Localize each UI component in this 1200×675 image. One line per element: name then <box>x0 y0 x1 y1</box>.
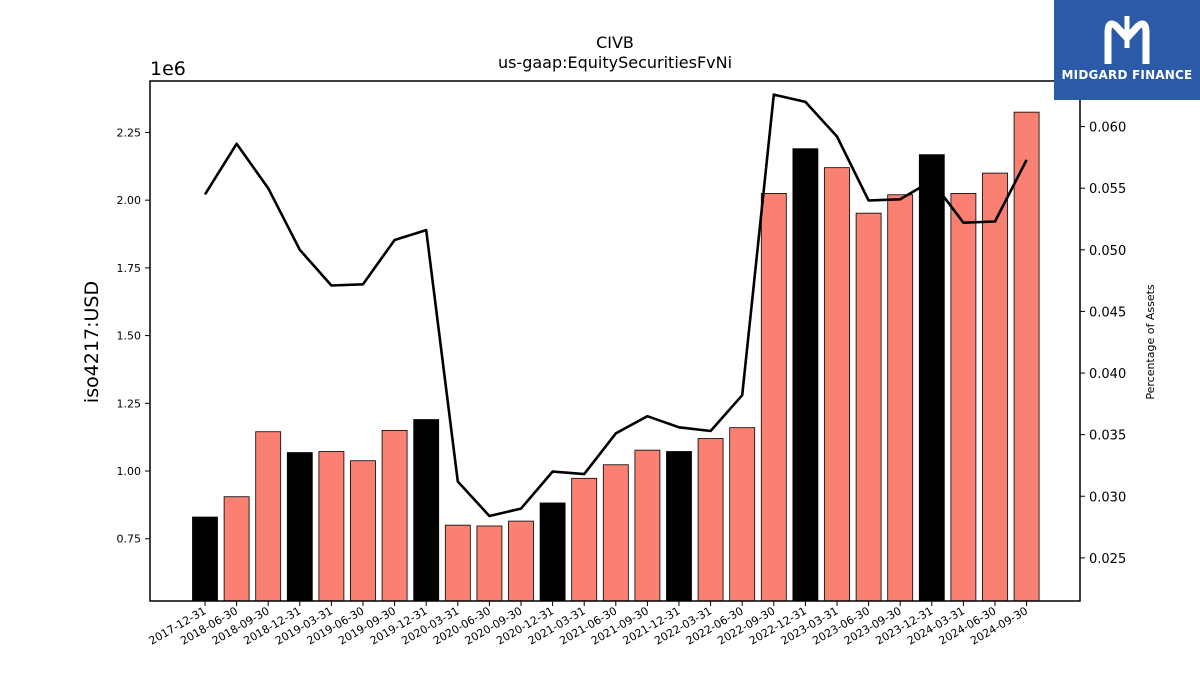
y-tick-label: 2.00 <box>117 194 142 207</box>
bar-2019-09-30 <box>381 429 408 602</box>
bar-2022-06-30 <box>729 427 756 602</box>
y-tick-label: 1.75 <box>117 262 142 275</box>
y-axis-multiplier: 1e6 <box>150 58 186 80</box>
plot-area-frame <box>149 80 1081 602</box>
bar-2018-12-31 <box>286 452 313 602</box>
bar-2019-06-30 <box>350 460 376 602</box>
y2-tick-label: 0.030 <box>1089 490 1126 505</box>
bar-2017-12-31 <box>192 516 218 602</box>
y2-tick-label: 0.040 <box>1089 367 1126 382</box>
y2-tick-label: 0.025 <box>1089 552 1126 567</box>
bar-2022-03-31 <box>697 438 724 602</box>
chart-title: CIVB <box>596 33 634 52</box>
brand-name: MIDGARD FINANCE <box>1061 68 1193 82</box>
y-axis-label: iso4217:USD <box>81 281 103 403</box>
y2-tick-label: 0.045 <box>1089 305 1126 320</box>
bar-2022-12-31 <box>792 148 819 602</box>
bar-2023-06-30 <box>855 212 882 602</box>
percentage-of-assets-line <box>203 93 1028 518</box>
bar-2021-12-31 <box>666 451 692 602</box>
bar-2020-03-31 <box>444 524 471 602</box>
bar-2018-09-30 <box>255 431 282 602</box>
bar-2018-06-30 <box>223 496 250 602</box>
y-tick-label: 1.50 <box>117 330 142 343</box>
y-tick-label: 1.00 <box>117 465 142 478</box>
bar-2021-06-30 <box>602 464 629 602</box>
bar-2023-12-31 <box>918 154 945 602</box>
y2-tick-label: 0.060 <box>1089 121 1126 136</box>
bar-2023-03-31 <box>824 167 850 602</box>
bar-2024-03-31 <box>950 192 977 602</box>
y2-tick-label: 0.050 <box>1089 244 1126 259</box>
y-tick-label: 1.25 <box>117 397 142 410</box>
chart-subtitle: us-gaap:EquitySecuritiesFvNi <box>498 53 732 72</box>
bar-2024-06-30 <box>982 172 1008 602</box>
bar-2021-09-30 <box>634 449 661 602</box>
y-tick-label: 0.75 <box>117 533 142 546</box>
y2-tick-label: 0.055 <box>1089 182 1126 197</box>
bar-2021-03-31 <box>571 477 598 602</box>
bar-2020-09-30 <box>508 520 534 602</box>
y2-axis-label: Percentage of Assets <box>1144 284 1157 400</box>
brand-logo: MIDGARD FINANCE <box>1054 0 1200 100</box>
bar-2019-12-31 <box>413 419 440 602</box>
bar-2024-09-30 <box>1013 111 1040 602</box>
y2-tick-label: 0.035 <box>1089 429 1126 444</box>
bar-2020-06-30 <box>476 525 503 602</box>
bar-2022-09-30 <box>760 192 787 602</box>
bar-2020-12-31 <box>539 502 566 602</box>
midgard-logo-icon <box>1104 16 1150 64</box>
bar-2023-09-30 <box>887 194 914 602</box>
bar-2019-03-31 <box>318 451 345 602</box>
y-tick-label: 2.25 <box>117 126 142 139</box>
